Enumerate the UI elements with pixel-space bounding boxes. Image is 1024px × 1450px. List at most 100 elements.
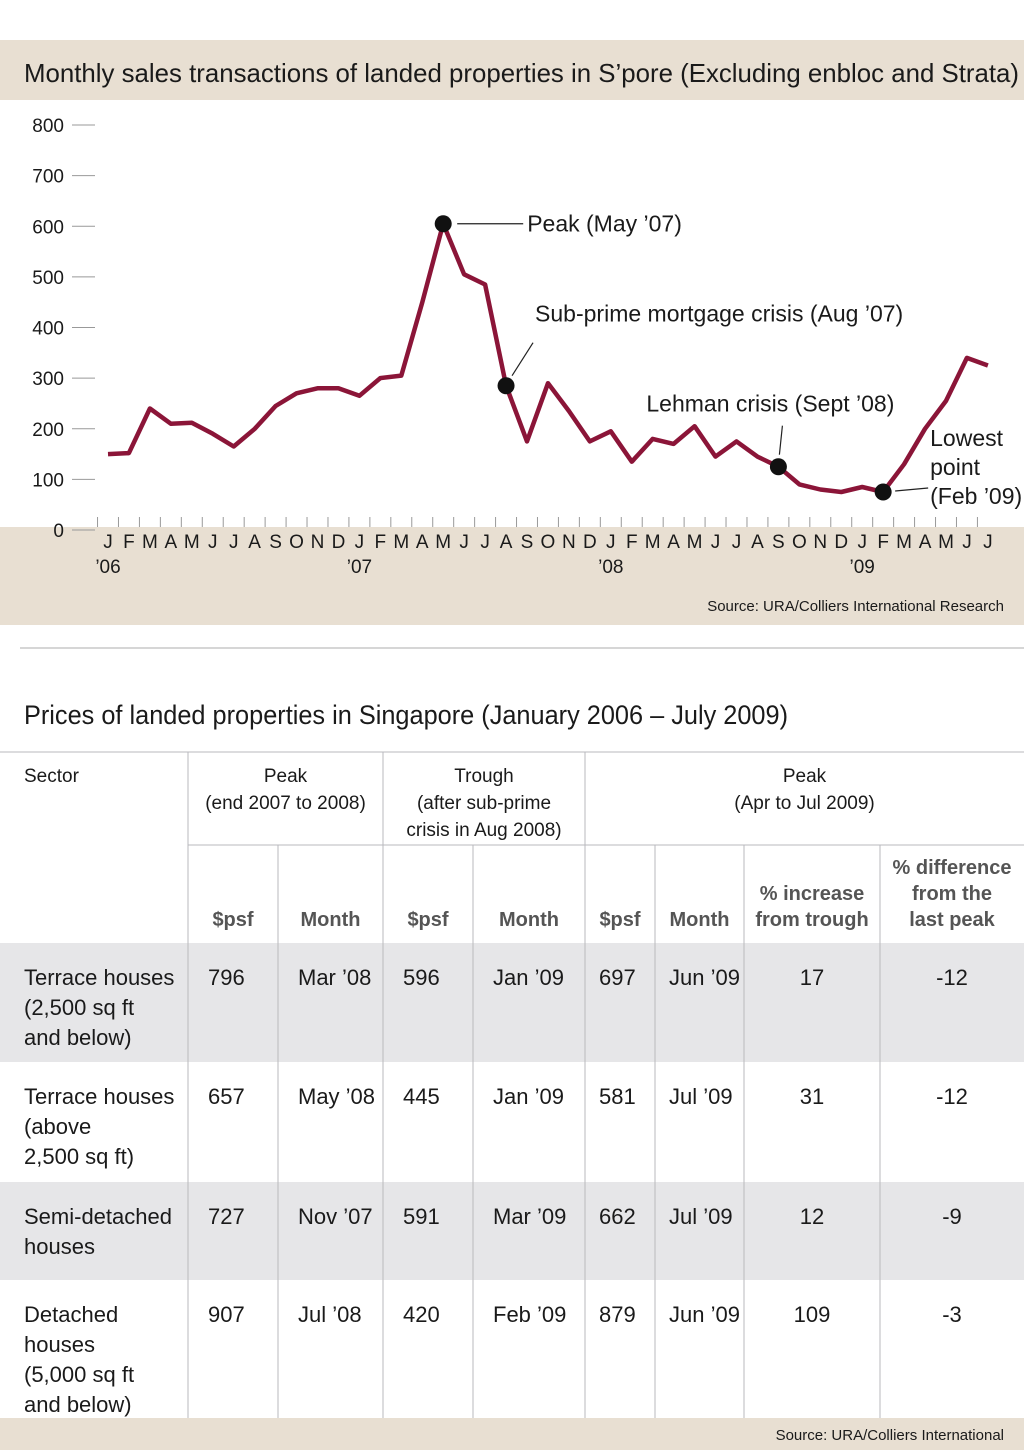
annotation-dot	[769, 458, 787, 476]
x-tick-label: D	[583, 532, 597, 553]
x-tick-label: J	[962, 532, 972, 553]
x-tick-label: A	[751, 532, 764, 553]
sector-name: Detached	[24, 1302, 118, 1327]
year-label: ’09	[850, 557, 875, 578]
cell: Mar ’09	[493, 1204, 566, 1229]
x-tick-label: M	[393, 532, 409, 553]
year-label: ’07	[347, 557, 372, 578]
cell: 17	[800, 965, 824, 990]
year-label: ’08	[598, 557, 623, 578]
x-tick-label: J	[355, 532, 365, 553]
x-tick-label: J	[229, 532, 239, 553]
sector-name: (above	[24, 1114, 91, 1139]
cell: 662	[599, 1204, 636, 1229]
sector-name: Semi-detached	[24, 1204, 172, 1229]
cell: Feb ’09	[493, 1302, 566, 1327]
title-band	[0, 40, 1024, 100]
group-header: Sector	[24, 766, 80, 787]
table-title: Prices of landed properties in Singapore…	[24, 700, 788, 730]
year-label: ’06	[95, 557, 120, 578]
x-tick-label: J	[103, 532, 113, 553]
x-tick-label: M	[435, 532, 451, 553]
y-tick-label: 100	[32, 470, 64, 491]
cell: 697	[599, 965, 636, 990]
column-header: from trough	[755, 909, 868, 931]
x-tick-label: J	[480, 532, 490, 553]
y-tick-label: 300	[32, 369, 64, 390]
group-header: (Apr to Jul 2009)	[734, 793, 874, 814]
cell: Mar ’08	[298, 965, 371, 990]
y-tick-label: 700	[32, 167, 64, 188]
sector-name: houses	[24, 1234, 95, 1259]
column-header: Month	[499, 909, 559, 931]
annotation-text: Lehman crisis (Sept ’08)	[646, 391, 894, 417]
cell: 596	[403, 965, 440, 990]
cell: 420	[403, 1302, 440, 1327]
annotation-leader	[778, 425, 783, 455]
sector-name: houses	[24, 1332, 95, 1357]
sector-name: Terrace houses	[24, 965, 174, 990]
group-header: Trough	[454, 766, 514, 787]
column-header: % difference	[893, 857, 1012, 879]
cell: Jan ’09	[493, 965, 564, 990]
annotation-dot	[434, 215, 452, 233]
cell: 907	[208, 1302, 245, 1327]
x-tick-label: J	[983, 532, 993, 553]
x-tick-label: M	[938, 532, 954, 553]
annotation-leader	[511, 342, 534, 377]
x-tick-label: J	[732, 532, 742, 553]
annotation-text: point	[930, 454, 980, 480]
annotation-text: Peak (May ’07)	[527, 211, 682, 237]
cell: -12	[936, 1084, 968, 1109]
cell: Jul ’08	[298, 1302, 362, 1327]
group-header: Peak	[783, 766, 827, 787]
y-tick-label: 500	[32, 268, 64, 289]
x-tick-label: O	[792, 532, 807, 553]
column-header: $psf	[599, 909, 640, 931]
x-tick-label: M	[645, 532, 661, 553]
annotation-text: Sub-prime mortgage crisis (Aug ’07)	[535, 301, 903, 327]
x-tick-label: F	[375, 532, 387, 553]
cell: -9	[942, 1204, 962, 1229]
annotation-dot	[874, 483, 892, 501]
x-tick-label: J	[711, 532, 721, 553]
cell: 445	[403, 1084, 440, 1109]
cell: Jun ’09	[669, 1302, 740, 1327]
x-tick-label: D	[332, 532, 346, 553]
sector-name: (2,500 sq ft	[24, 995, 134, 1020]
column-header: % increase	[760, 883, 865, 905]
x-tick-label: D	[834, 532, 848, 553]
cell: Jul ’09	[669, 1084, 733, 1109]
cell: 657	[208, 1084, 245, 1109]
cell: -12	[936, 965, 968, 990]
column-header: Month	[301, 909, 361, 931]
group-header: (after sub-prime	[417, 793, 551, 814]
annotation-leader	[895, 487, 929, 492]
x-tick-label: S	[269, 532, 282, 553]
x-tick-label: J	[208, 532, 218, 553]
annotation-text: Lowest	[930, 425, 1003, 451]
x-tick-label: M	[142, 532, 158, 553]
x-tick-label: N	[562, 532, 576, 553]
x-tick-label: J	[459, 532, 469, 553]
x-tick-label: M	[687, 532, 703, 553]
sector-name: 2,500 sq ft)	[24, 1144, 134, 1169]
sector-name: and below)	[24, 1392, 132, 1417]
column-header: Month	[670, 909, 730, 931]
sector-name: (5,000 sq ft	[24, 1362, 134, 1387]
x-tick-label: A	[248, 532, 261, 553]
axis-band	[0, 527, 1024, 625]
cell: Nov ’07	[298, 1204, 373, 1229]
row-band	[0, 943, 1024, 1062]
cell: May ’08	[298, 1084, 375, 1109]
x-tick-label: S	[521, 532, 534, 553]
x-tick-label: A	[165, 532, 178, 553]
x-tick-label: O	[541, 532, 556, 553]
annotation-text: (Feb ’09)	[930, 483, 1022, 509]
x-tick-label: A	[919, 532, 932, 553]
y-tick-label: 800	[32, 116, 64, 137]
cell: 31	[800, 1084, 824, 1109]
sector-name: and below)	[24, 1025, 132, 1050]
column-header: last peak	[909, 909, 995, 931]
column-header: $psf	[212, 909, 253, 931]
